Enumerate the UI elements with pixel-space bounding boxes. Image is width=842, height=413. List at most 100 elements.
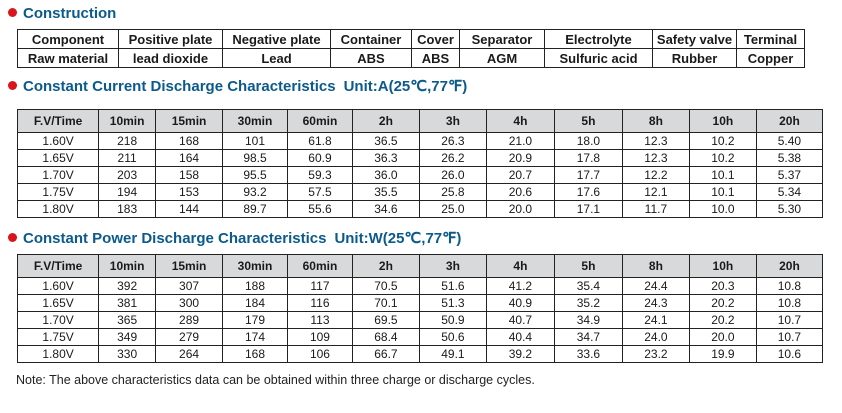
data-cell: 70.5	[351, 277, 420, 295]
construction-section-title: Construction	[8, 5, 116, 22]
construction-header-row: Component Positive plate Negative plate Con…	[17, 29, 805, 49]
current-header-cell: 15min	[155, 109, 224, 133]
data-cell: 55.6	[286, 200, 353, 218]
construction-header-cell: Positive plate	[118, 29, 223, 49]
data-cell: 5.30	[755, 200, 824, 218]
construction-title-text: Construction	[23, 5, 117, 22]
power-header-cell: 5h	[553, 254, 623, 278]
data-cell: 17.6	[553, 183, 623, 201]
table-row: 1.75V 194 153 93.2 57.5 35.5 25.8 20.6 17.6 12.1 1…	[16, 183, 824, 201]
data-cell: 19.9	[688, 345, 757, 363]
construction-header-cell: Separator	[459, 29, 545, 49]
table-row: 1.60V 392 307 188 117 70.5 51.6 41.2 35.4 24.4 20.…	[16, 277, 824, 295]
data-cell: 10.0	[688, 200, 757, 218]
data-cell: 61.8	[286, 132, 353, 150]
construction-value-cell: lead dioxide	[118, 48, 223, 68]
construction-value-cell: Rubber	[652, 48, 737, 68]
construction-header-cell: Electrolyte	[544, 29, 653, 49]
data-cell: 5.34	[755, 183, 824, 201]
data-cell: 117	[286, 277, 353, 295]
data-cell: 17.7	[553, 166, 623, 184]
construction-header-cell: Safety valve	[652, 29, 737, 49]
data-cell: 168	[222, 345, 288, 363]
data-cell: 10.8	[755, 277, 824, 295]
power-header-cell: 30min	[222, 254, 288, 278]
table-row: 1.80V 183 144 89.7 55.6 34.6 25.0 20.0 17.1 11.7 1…	[16, 200, 824, 218]
data-cell: 20.9	[485, 149, 555, 167]
table-row: 1.65V 211 164 98.5 60.9 36.3 26.2 20.9 17.8 12.3 1…	[16, 149, 824, 167]
table-row: 1.65V 381 300 184 116 70.1 51.3 40.9 35.2 24.3 20.…	[16, 294, 824, 312]
data-cell: 57.5	[286, 183, 353, 201]
current-discharge-table: F.V/Time 10min 15min 30min 60min 2h 3h 4h 5h 8h 10…	[16, 109, 824, 218]
power-body: 1.60V 392 307 188 117 70.5 51.6 41.2 35.4 24.4 20.…	[16, 277, 824, 363]
bullet-icon	[8, 81, 17, 90]
data-cell: 68.4	[351, 328, 420, 346]
current-unit-text: Unit:A(25℃,77℉)	[343, 78, 468, 95]
data-cell: 24.1	[621, 311, 690, 329]
data-cell: 184	[222, 294, 288, 312]
table-row: 1.70V 203 158 95.5 59.3 36.0 26.0 20.7 17.7 12.2 1…	[16, 166, 824, 184]
data-cell: 34.7	[553, 328, 623, 346]
data-cell: 5.40	[755, 132, 824, 150]
construction-header-cell: Terminal	[736, 29, 805, 49]
data-cell: 36.0	[351, 166, 420, 184]
current-header-cell: 60min	[286, 109, 353, 133]
data-cell: 183	[98, 200, 157, 218]
data-cell: 10.7	[755, 328, 824, 346]
data-cell: 300	[155, 294, 224, 312]
data-cell: 50.9	[418, 311, 487, 329]
current-header-cell: 2h	[351, 109, 420, 133]
data-cell: 21.0	[485, 132, 555, 150]
data-cell: 20.2	[688, 311, 757, 329]
data-cell: 17.1	[553, 200, 623, 218]
data-cell: 203	[98, 166, 157, 184]
data-cell: 66.7	[351, 345, 420, 363]
current-header-cell: 20h	[755, 109, 824, 133]
power-header-cell: 15min	[155, 254, 224, 278]
table-row: 1.70V 365 289 179 113 69.5 50.9 40.7 34.9 24.1 20.…	[16, 311, 824, 329]
data-cell: 188	[222, 277, 288, 295]
data-cell: 18.0	[553, 132, 623, 150]
data-cell: 25.8	[418, 183, 487, 201]
data-cell: 60.9	[286, 149, 353, 167]
current-header-cell: 8h	[621, 109, 690, 133]
power-header-cell: F.V/Time	[16, 254, 100, 278]
data-cell: 153	[155, 183, 224, 201]
construction-value-row: Raw material lead dioxide Lead ABS ABS AGM Sul…	[17, 48, 805, 68]
voltage-cell: 1.60V	[16, 277, 100, 295]
table-row: 1.75V 349 279 174 109 68.4 50.6 40.4 34.7 24.0 20.…	[16, 328, 824, 346]
data-cell: 10.2	[688, 132, 757, 150]
data-cell: 35.5	[351, 183, 420, 201]
data-cell: 279	[155, 328, 224, 346]
data-cell: 101	[222, 132, 288, 150]
data-cell: 194	[98, 183, 157, 201]
data-cell: 116	[286, 294, 353, 312]
data-cell: 59.3	[286, 166, 353, 184]
data-cell: 39.2	[485, 345, 555, 363]
data-cell: 113	[286, 311, 353, 329]
data-cell: 10.2	[688, 149, 757, 167]
data-cell: 10.8	[755, 294, 824, 312]
data-cell: 51.3	[418, 294, 487, 312]
power-header-cell: 20h	[755, 254, 824, 278]
current-header-cell: 3h	[418, 109, 487, 133]
power-header-cell: 60min	[286, 254, 353, 278]
data-cell: 20.7	[485, 166, 555, 184]
construction-header-cell: Cover	[411, 29, 460, 49]
construction-value-cell: Sulfuric acid	[544, 48, 653, 68]
data-cell: 34.6	[351, 200, 420, 218]
bullet-icon	[8, 233, 17, 242]
data-cell: 12.3	[621, 132, 690, 150]
data-cell: 40.9	[485, 294, 555, 312]
voltage-cell: 1.65V	[16, 149, 100, 167]
data-cell: 5.38	[755, 149, 824, 167]
data-cell: 26.0	[418, 166, 487, 184]
construction-header-cell: Negative plate	[222, 29, 331, 49]
data-cell: 392	[98, 277, 157, 295]
power-header-cell: 4h	[485, 254, 555, 278]
voltage-cell: 1.75V	[16, 328, 100, 346]
data-cell: 36.3	[351, 149, 420, 167]
construction-table: Component Positive plate Negative plate Con…	[17, 29, 805, 68]
current-title-text: Constant Current Discharge Characteristi…	[23, 78, 336, 95]
construction-value-cell: ABS	[330, 48, 412, 68]
